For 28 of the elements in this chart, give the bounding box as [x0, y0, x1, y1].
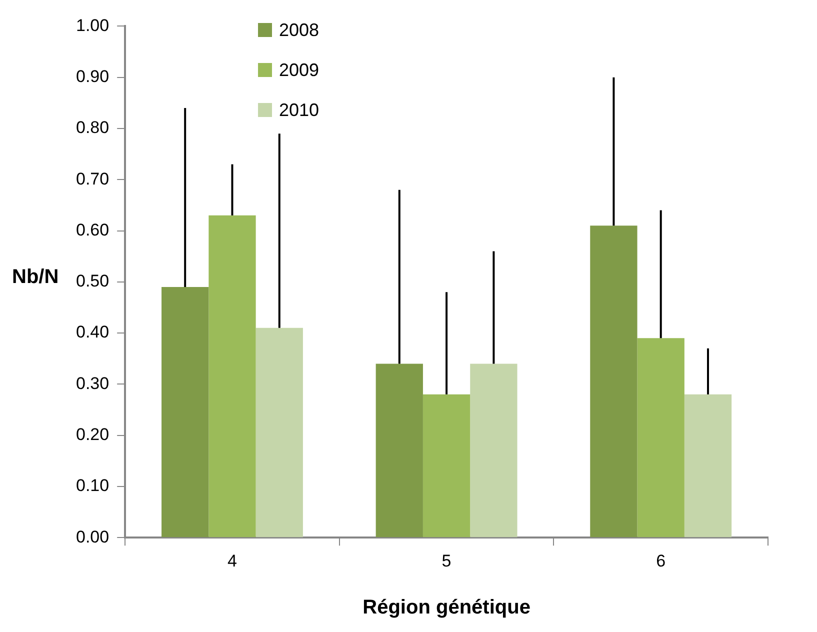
y-tick-label: 0.60: [76, 220, 110, 240]
bar: [376, 364, 423, 538]
y-tick-label: 0.20: [76, 425, 110, 444]
bar: [637, 338, 684, 538]
x-axis-title: Région génétique: [362, 596, 530, 619]
y-tick-label: 0.80: [76, 118, 110, 138]
x-tick-label: 4: [228, 551, 237, 570]
y-tick-label: 0.00: [76, 527, 110, 546]
legend-label: 2008: [279, 20, 320, 40]
y-tick-label: 0.30: [76, 374, 110, 393]
bar: [422, 394, 470, 538]
bar: [470, 364, 518, 538]
y-tick-label: 0.40: [76, 322, 110, 342]
bar: [162, 287, 209, 538]
y-axis-title: Nb/N: [12, 266, 59, 289]
y-tick-label: 0.90: [76, 67, 110, 86]
y-tick-label: 0.10: [76, 476, 110, 496]
legend-label: 2009: [279, 60, 320, 80]
legend-label: 2010: [279, 100, 320, 120]
y-tick-label: 1.00: [76, 16, 110, 35]
y-tick-label: 0.70: [76, 169, 110, 188]
x-tick-label: 5: [442, 551, 452, 570]
bar: [684, 394, 732, 538]
bar: [256, 328, 303, 538]
y-tick-label: 0.50: [76, 272, 110, 291]
bar: [590, 226, 638, 538]
bar: [208, 215, 256, 538]
x-tick-label: 6: [656, 551, 666, 570]
